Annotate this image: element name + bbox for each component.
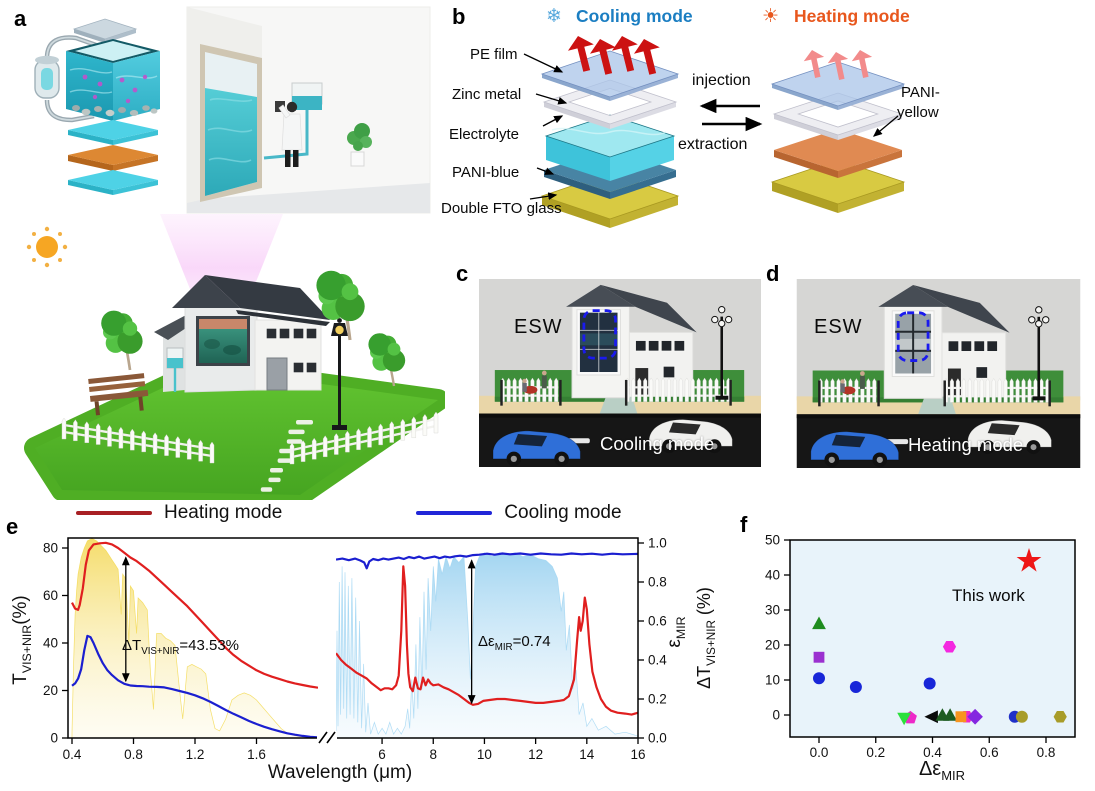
svg-text:0.0: 0.0 bbox=[648, 731, 667, 746]
svg-text:40: 40 bbox=[43, 636, 58, 651]
spectra-legend: Heating mode Cooling mode bbox=[76, 502, 622, 524]
pebble-layer bbox=[72, 105, 158, 117]
this-work-annotation: This work bbox=[952, 586, 1025, 605]
svg-text:0.0: 0.0 bbox=[810, 745, 829, 760]
snowflake-icon: ❄ bbox=[546, 6, 562, 27]
sun-icon bbox=[26, 226, 68, 268]
lower-layer-plates bbox=[68, 120, 158, 195]
svg-text:0.8: 0.8 bbox=[1037, 745, 1056, 760]
plant bbox=[347, 123, 372, 167]
smart-window-concept-illustration bbox=[24, 6, 445, 500]
svg-text:0.2: 0.2 bbox=[648, 692, 667, 707]
heating-mode-header: Heating mode bbox=[794, 6, 910, 26]
esw-label-cooling: ESW bbox=[514, 316, 563, 338]
spectra-chart-svg: 0.4 0.8 1.2 1.6 6 8 10 12 14 16 0 20 40 60 80 0.0 0.2 0.4… bbox=[43, 536, 667, 763]
zinc-ion-dots bbox=[82, 74, 148, 104]
garden-lamp bbox=[331, 318, 348, 430]
comparison-chart-panel: 0.0 0.2 0.4 0.6 0.8 0 10 20 30 40 50 ΔTVIS+NIR (%)… bbox=[680, 490, 1095, 791]
layer-label-electrolyte: Electrolyte bbox=[449, 126, 520, 143]
extraction-label: extraction bbox=[678, 136, 748, 153]
room-scene bbox=[186, 6, 431, 214]
pani-yellow-label-line2: yellow bbox=[897, 104, 939, 121]
svg-text:0.6: 0.6 bbox=[980, 745, 999, 760]
device-exploded-view bbox=[34, 18, 160, 195]
spectra-chart-panel: 0.4 0.8 1.2 1.6 6 8 10 12 14 16 0 20 40 60 80 0.0 0.2 0.4… bbox=[0, 490, 695, 791]
comparison-chart-svg: 0.0 0.2 0.4 0.6 0.8 0 10 20 30 40 50 bbox=[765, 533, 1076, 760]
panel-c-letter: c bbox=[456, 261, 469, 286]
svg-text:0.6: 0.6 bbox=[648, 614, 667, 629]
cooling-legend-swatch bbox=[416, 511, 493, 515]
delta-eps-annotation: ΔεMIR=0.74 bbox=[478, 633, 551, 653]
legend-item-cooling: Cooling mode bbox=[416, 502, 622, 524]
heating-mode-caption: Heating mode bbox=[908, 434, 1024, 455]
layer-label-pani-blue: PANI-blue bbox=[452, 164, 520, 181]
svg-text:14: 14 bbox=[579, 747, 595, 762]
svg-text:20: 20 bbox=[765, 638, 780, 653]
injection-label: injection bbox=[692, 72, 751, 89]
svg-text:60: 60 bbox=[43, 588, 58, 603]
svg-text:10: 10 bbox=[477, 747, 492, 762]
heating-legend-label: Heating mode bbox=[164, 502, 283, 523]
svg-text:8: 8 bbox=[429, 747, 437, 762]
layer-label-zinc-metal: Zinc metal bbox=[452, 86, 522, 103]
cooling-mode-caption: Cooling mode bbox=[600, 433, 715, 454]
svg-text:10: 10 bbox=[765, 673, 780, 688]
svg-text:0.4: 0.4 bbox=[648, 653, 667, 668]
svg-text:12: 12 bbox=[528, 747, 543, 762]
svg-text:1.0: 1.0 bbox=[648, 536, 667, 551]
panel-d-letter: d bbox=[766, 261, 780, 286]
panel-a-letter: a bbox=[14, 6, 27, 31]
svg-text:1.2: 1.2 bbox=[186, 747, 205, 762]
svg-text:0.2: 0.2 bbox=[866, 745, 885, 760]
f-x-axis-title: ΔεMIR bbox=[918, 758, 966, 783]
pani-yellow-label-line1: PANI- bbox=[901, 84, 940, 101]
svg-text:30: 30 bbox=[765, 603, 780, 618]
layer-label-double-fto-glass: Double FTO glass bbox=[441, 200, 562, 217]
svg-text:80: 80 bbox=[43, 541, 58, 556]
panel-e-letter: e bbox=[6, 514, 19, 539]
e-left-axis-title: TVIS+NIR(%) bbox=[10, 595, 34, 685]
svg-text:40: 40 bbox=[765, 568, 780, 583]
svg-text:20: 20 bbox=[43, 683, 58, 698]
panel-f-letter: f bbox=[740, 512, 748, 537]
cooling-legend-label: Cooling mode bbox=[504, 502, 622, 523]
svg-text:0: 0 bbox=[772, 708, 780, 723]
model-house-photo-heating bbox=[796, 279, 1081, 468]
magnifier-beam bbox=[160, 214, 283, 322]
device-layers-schematic bbox=[523, 36, 906, 228]
svg-text:0.8: 0.8 bbox=[648, 575, 667, 590]
layer-label-pe-film: PE film bbox=[470, 46, 518, 63]
svg-text:0.4: 0.4 bbox=[923, 745, 942, 760]
svg-text:0: 0 bbox=[50, 731, 58, 746]
model-house-photo-cooling bbox=[479, 279, 761, 467]
panel-b-letter: b bbox=[452, 4, 466, 29]
svg-text:0.4: 0.4 bbox=[63, 747, 82, 762]
delta-t-annotation: ΔTVIS+NIR=43.53% bbox=[122, 637, 240, 657]
legend-item-heating: Heating mode bbox=[76, 502, 282, 524]
svg-text:1.6: 1.6 bbox=[247, 747, 266, 762]
person-figure bbox=[278, 101, 303, 167]
f-y-axis-title: ΔTVIS+NIR (%) bbox=[694, 587, 718, 689]
bench bbox=[88, 373, 149, 416]
svg-text:50: 50 bbox=[765, 533, 780, 548]
svg-text:6: 6 bbox=[378, 747, 386, 762]
house-scene bbox=[24, 270, 445, 500]
esw-label-heating: ESW bbox=[814, 316, 863, 338]
svg-text:0.8: 0.8 bbox=[124, 747, 143, 762]
e-x-axis-title: Wavelength (μm) bbox=[267, 762, 413, 783]
cooling-mode-header: Cooling mode bbox=[576, 6, 693, 26]
heating-legend-swatch bbox=[76, 511, 152, 515]
sun-mode-icon: ☀ bbox=[762, 6, 780, 27]
svg-text:16: 16 bbox=[630, 747, 645, 762]
